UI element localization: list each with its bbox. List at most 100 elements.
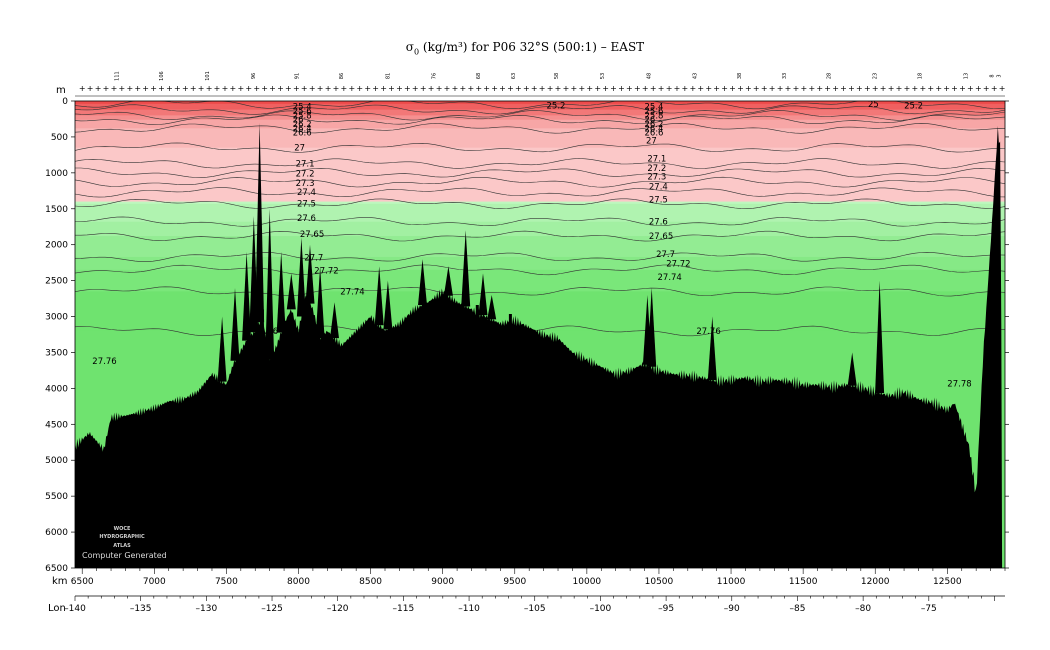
- longitude-tick-label: –140: [64, 604, 86, 614]
- station-marker: +: [864, 84, 871, 93]
- station-marker: +: [721, 84, 728, 93]
- seamount-peak: [230, 287, 240, 361]
- station-marker: +: [602, 84, 609, 93]
- contour-label: 25.6: [293, 107, 312, 117]
- station-marker: +: [919, 84, 926, 93]
- station-marker: +: [253, 84, 260, 93]
- distance-tick-label: 8500: [359, 577, 382, 587]
- contour-line: [75, 230, 1005, 242]
- station-marker: +: [666, 84, 673, 93]
- contour-label: 27: [294, 144, 305, 154]
- station-marker: +: [816, 84, 823, 93]
- density-band-upper: [75, 128, 1005, 149]
- density-band-lower: [75, 269, 1005, 293]
- station-label: 68: [476, 73, 482, 79]
- longitude-tick-label: –130: [196, 604, 218, 614]
- station-marker: +: [277, 84, 284, 93]
- station-marker: +: [356, 84, 363, 93]
- longitude-axis: –140 –135 –130 –125 –120 –115 –110 –105 –100 –95 –…: [64, 595, 1005, 614]
- contour-label: 27.4: [297, 188, 316, 198]
- contour-label: 25.6: [645, 107, 664, 117]
- station-marker: +: [483, 84, 490, 93]
- depth-tick-label: 4000: [45, 384, 68, 394]
- contour-label: 25.4: [293, 103, 312, 113]
- seamount-peak: [847, 352, 857, 386]
- contour-label: 27.7: [656, 250, 675, 260]
- longitude-tick-label: –120: [327, 604, 349, 614]
- density-band-upper: [75, 109, 1005, 117]
- station-marker: +: [856, 84, 863, 93]
- station-marker: +: [396, 84, 403, 93]
- contour-label: 27.76: [696, 327, 720, 337]
- distance-tick-label: 10500: [645, 577, 674, 587]
- density-band-lower: [75, 291, 1005, 332]
- station-marker: +: [745, 84, 752, 93]
- station-marker: +: [372, 84, 379, 93]
- station-marker: +: [348, 84, 355, 93]
- distance-unit-label: km: [52, 576, 68, 587]
- contour-label: 26.6: [645, 129, 664, 139]
- seafloor-profile: [75, 125, 1003, 568]
- station-marker: +: [848, 84, 855, 93]
- station-label: 23: [873, 73, 879, 79]
- station-marker: +: [539, 84, 546, 93]
- contour-label: 27.76: [254, 327, 278, 337]
- longitude-tick-label: –110: [458, 604, 480, 614]
- contour-label: 27.74: [658, 273, 682, 283]
- station-marker: +: [761, 84, 768, 93]
- station-label: 13: [964, 73, 970, 79]
- station-marker: +: [103, 84, 110, 93]
- station-marker: +: [967, 84, 974, 93]
- station-marker: +: [230, 84, 237, 93]
- seamount-peak: [255, 122, 265, 323]
- contour-label: 27.72: [666, 259, 690, 269]
- seamount-peak: [383, 280, 393, 330]
- station-marker: +: [150, 84, 157, 93]
- station-marker: +: [111, 84, 118, 93]
- distance-tick-label: 12500: [933, 577, 962, 587]
- longitude-tick-label: –100: [590, 604, 612, 614]
- contour-line: [75, 142, 1005, 153]
- contour-label: 25.8: [293, 111, 312, 121]
- station-marker: +: [174, 84, 181, 93]
- logo-line-3: ATLAS: [113, 543, 131, 549]
- distance-tick-label: 9000: [431, 577, 454, 587]
- station-marker: +: [460, 84, 467, 93]
- contour-label: 27.76: [92, 357, 116, 367]
- density-band-lower: [75, 236, 1005, 258]
- contour-labels: 25.2 25 25.225.425.625.82626.226.426.625.4…: [92, 101, 971, 389]
- contour-line: [75, 158, 1005, 169]
- station-label: 86: [339, 73, 345, 79]
- density-contours: [75, 101, 1005, 337]
- station-marker: +: [769, 84, 776, 93]
- station-marker: +: [420, 84, 427, 93]
- station-marker: +: [975, 84, 982, 93]
- depth-tick-label: 6000: [45, 528, 68, 538]
- station-label: 91: [295, 73, 301, 79]
- station-marker: +: [301, 84, 308, 93]
- station-marker: +: [586, 84, 593, 93]
- station-marker: +: [935, 84, 942, 93]
- station-marker: +: [341, 84, 348, 93]
- station-label: 106: [159, 71, 165, 81]
- station-marker: +: [444, 84, 451, 93]
- station-marker: +: [705, 84, 712, 93]
- depth-tick-label: 1500: [45, 205, 68, 215]
- contour-label: 26.2: [645, 120, 664, 130]
- contour-label: 26.2: [293, 120, 312, 130]
- station-marker: +: [999, 84, 1006, 93]
- distance-tick-label: 12000: [861, 577, 890, 587]
- station-marker: +: [119, 84, 126, 93]
- station-marker: +: [785, 84, 792, 93]
- depth-tick-label: 5500: [45, 492, 68, 502]
- station-marker: +: [713, 84, 720, 93]
- contour-line: [75, 176, 1005, 188]
- station-marker: +: [618, 84, 625, 93]
- station-marker: +: [380, 84, 387, 93]
- plot-frame: [74, 100, 1006, 569]
- depth-unit-label: m: [56, 85, 66, 96]
- depth-tick-label: 4500: [45, 420, 68, 430]
- density-band-upper: [75, 182, 1005, 194]
- station-marker: +: [499, 84, 506, 93]
- station-marker: +: [983, 84, 990, 93]
